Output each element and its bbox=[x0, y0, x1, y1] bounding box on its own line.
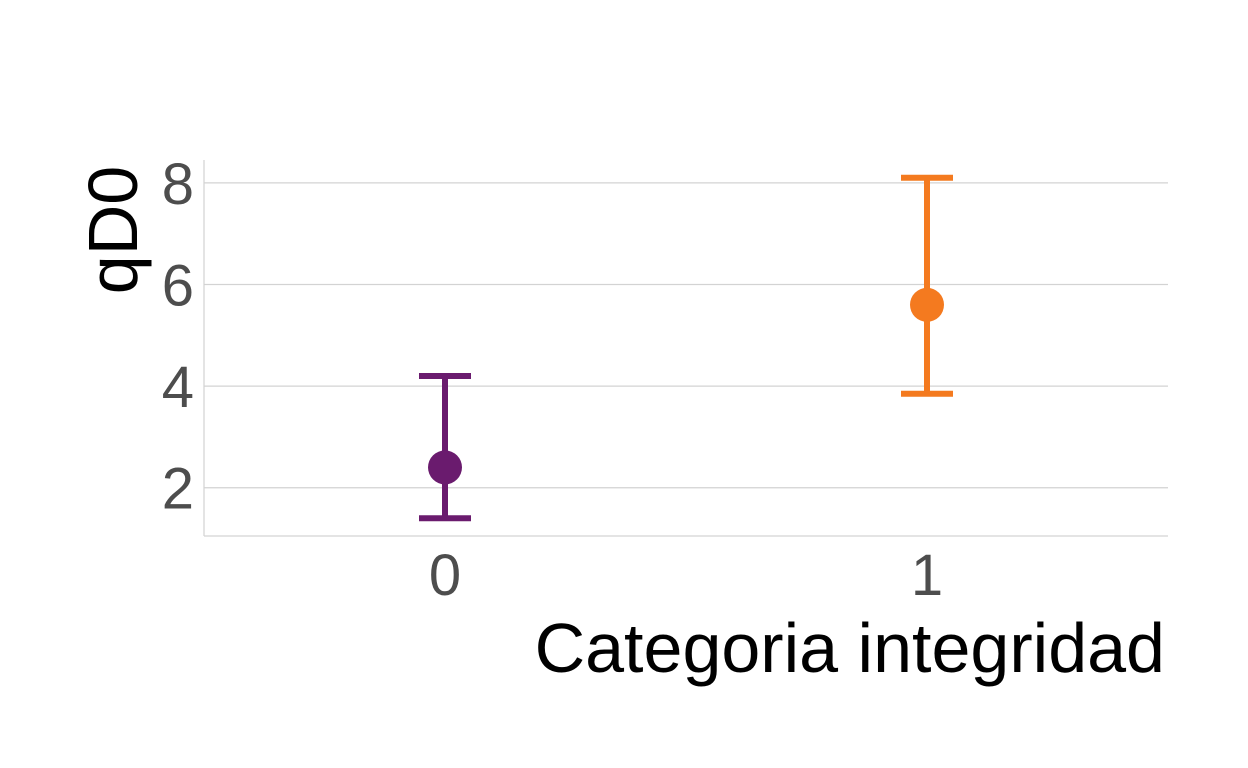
y-axis-ticks: 2 4 6 8 bbox=[162, 152, 194, 522]
x-tick-label: 0 bbox=[429, 543, 461, 608]
y-tick-label: 8 bbox=[162, 152, 194, 217]
data-points bbox=[419, 174, 953, 522]
data-point bbox=[910, 287, 944, 322]
gridlines bbox=[204, 182, 1168, 489]
data-point bbox=[428, 450, 462, 485]
x-axis-title: Categoria integridad bbox=[535, 609, 1165, 687]
y-tick-label: 6 bbox=[162, 253, 194, 318]
point-group-0 bbox=[419, 372, 471, 522]
y-axis-title: qD0 bbox=[74, 166, 152, 294]
y-tick-label: 4 bbox=[162, 355, 194, 420]
x-tick-label: 1 bbox=[911, 543, 943, 608]
panel-border bbox=[203, 160, 1168, 537]
point-group-1 bbox=[901, 174, 953, 397]
y-tick-label: 2 bbox=[162, 457, 194, 522]
